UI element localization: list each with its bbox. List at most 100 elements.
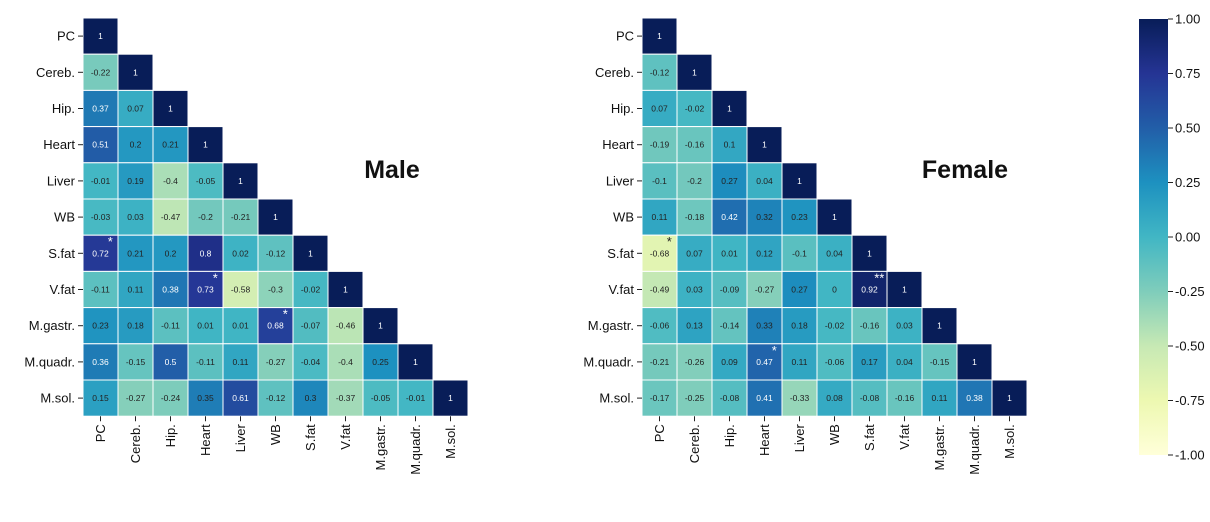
cell-value-label: -0.16: [685, 140, 705, 150]
cell-value-label: 1: [413, 357, 418, 367]
heatmap-cell: [886, 379, 923, 417]
heatmap-cell: [117, 343, 154, 381]
cell-value-label: 0.8: [200, 248, 212, 258]
heatmap-cell: [746, 270, 783, 309]
cell-value-label: -0.06: [650, 321, 670, 331]
cell-value-label: 0.35: [197, 393, 214, 403]
cell-value-label: 0.73: [197, 285, 214, 295]
cell-value-label: 0.11: [792, 357, 808, 367]
cell-value-label: -0.18: [685, 212, 705, 222]
cell-value-label: 0.03: [896, 321, 913, 331]
colorbar-tick-label: -0.50: [1175, 339, 1205, 354]
cell-value-label: -0.11: [196, 357, 215, 367]
cell-value-label: 0.42: [721, 212, 738, 222]
x-tick-label: WB: [268, 424, 283, 445]
x-tick-label: Heart: [198, 424, 213, 456]
cell-value-label: 0.38: [966, 393, 983, 403]
cell-value-label: -0.26: [685, 357, 705, 367]
x-tick-label: Liver: [233, 424, 248, 453]
heatmap-cell: [432, 379, 469, 417]
heatmap-cell: [82, 343, 119, 381]
cell-value-label: 0.13: [686, 321, 703, 331]
cell-value-label: -0.25: [685, 393, 705, 403]
x-tick-label: Cereb.: [128, 424, 143, 463]
x-tick-label: V.fat: [897, 424, 912, 450]
cell-value-label: 0.09: [721, 357, 738, 367]
cell-value-label: 1: [168, 104, 173, 114]
y-tick-label: Heart: [43, 137, 75, 152]
heatmap-cell: [641, 89, 678, 128]
cell-value-label: -0.12: [650, 67, 670, 77]
heatmap-cell: [257, 307, 294, 345]
significance-marker: **: [874, 270, 884, 285]
cell-value-label: 0: [832, 285, 837, 295]
cell-value-label: 1: [832, 212, 837, 222]
cell-value-label: 0.07: [651, 104, 668, 114]
cell-value-label: 1: [727, 104, 732, 114]
colorbar: 1.00 0.75 0.50 0.25 0.00 -0.25 -0.50 -0.75 -1.00: [1139, 12, 1205, 463]
cell-value-label: -0.2: [687, 176, 702, 186]
heatmap-cell: [152, 270, 189, 309]
colorbar-tick-label: 0.25: [1175, 175, 1200, 190]
panel-title: Male: [364, 156, 420, 184]
colorbar-tick-label: 0.50: [1175, 121, 1200, 136]
cell-value-label: -0.15: [930, 357, 950, 367]
y-tick-label: V.fat: [49, 282, 75, 297]
cell-value-label: -0.08: [860, 393, 880, 403]
cell-value-label: -0.02: [825, 321, 845, 331]
cell-value-label: 0.11: [652, 212, 668, 222]
cell-value-label: 0.11: [233, 357, 249, 367]
cell-value-label: 0.27: [721, 176, 738, 186]
cell-value-label: 0.33: [756, 321, 773, 331]
heatmap-cell: [117, 126, 154, 164]
cell-value-label: 1: [133, 67, 138, 77]
colorbar-tick-label: 1.00: [1175, 12, 1200, 27]
heatmap-cell: [82, 379, 119, 417]
cell-value-label: 0.04: [756, 176, 773, 186]
heatmap-cell: [82, 270, 119, 309]
x-tick-label: Hip.: [163, 424, 178, 447]
cell-value-label: -0.06: [825, 357, 845, 367]
x-tick-label: WB: [827, 424, 842, 445]
cell-value-label: 0.17: [861, 357, 878, 367]
cell-value-label: 0.21: [127, 248, 144, 258]
heatmap-cell: [676, 162, 713, 200]
heatmap-cell: [676, 234, 713, 272]
heatmap-cell: [921, 379, 958, 417]
heatmap-cell: [711, 198, 748, 236]
heatmap-cell: [257, 234, 294, 272]
cell-value-label: 1: [762, 140, 767, 150]
heatmap-cell: [921, 307, 958, 345]
cell-value-label: 0.1: [724, 140, 736, 150]
cell-value-label: 0.51: [92, 140, 109, 150]
x-tick-label: PC: [652, 424, 667, 442]
heatmap-cell: [117, 162, 154, 200]
heatmap-cell: [641, 307, 678, 345]
heatmap-cell: [222, 198, 259, 236]
heatmap-cell: [362, 343, 399, 381]
y-tick-label: Cereb.: [595, 65, 634, 80]
heatmap-cell: [746, 307, 783, 345]
heatmap-cell: [327, 270, 364, 309]
cell-value-label: 0.18: [127, 321, 144, 331]
cell-value-label: -0.05: [196, 176, 216, 186]
heatmap-cell: [816, 234, 853, 272]
heatmap-cell: [187, 126, 224, 164]
x-tick-label: S.fat: [303, 424, 318, 451]
heatmap-cell: [222, 343, 259, 381]
cell-value-label: 1: [937, 321, 942, 331]
cell-value-label: -0.1: [792, 248, 807, 258]
x-tick-label: M.quadr.: [408, 424, 423, 475]
heatmap-cell: [746, 234, 783, 272]
heatmap-cell: [676, 343, 713, 381]
heatmap-cell: [292, 234, 329, 272]
cell-value-label: -0.49: [650, 285, 670, 295]
y-tick-label: M.quadr.: [583, 354, 634, 369]
y-tick-label: V.fat: [608, 282, 634, 297]
y-tick-label: WB: [613, 210, 634, 225]
cell-value-label: 0.25: [372, 357, 389, 367]
cell-value-label: 0.11: [932, 393, 948, 403]
cell-value-label: -0.07: [301, 321, 321, 331]
cell-value-label: 0.04: [896, 357, 913, 367]
